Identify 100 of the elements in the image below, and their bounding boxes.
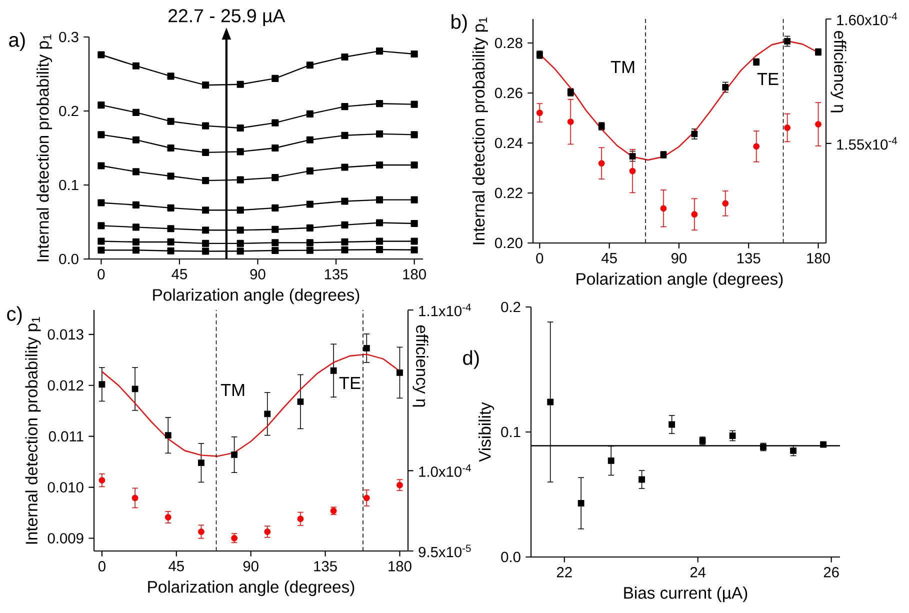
y-tick-label: 0.1 — [501, 426, 520, 438]
x-tick-label: 0 — [98, 561, 106, 572]
text: a) — [9, 32, 25, 51]
y2-tick-label: 1.55x10$^{-4}$ — [837, 137, 898, 150]
point — [536, 110, 543, 116]
point — [202, 82, 210, 89]
point — [363, 344, 370, 352]
y-axis-title: Internal detection probability p$_{1}$ — [472, 17, 488, 244]
y-tick-label: 0.010 — [48, 482, 84, 492]
point — [815, 121, 822, 128]
point — [753, 143, 760, 150]
x-tick-label: 45 — [172, 269, 187, 280]
point — [272, 204, 279, 212]
point — [272, 144, 279, 152]
point — [272, 246, 279, 254]
point — [272, 174, 279, 182]
point — [396, 482, 403, 488]
point — [98, 102, 105, 109]
x-axis-title: Polarization angle (degrees) — [148, 580, 354, 596]
y-tick-label: 0.0 — [59, 254, 78, 264]
y2-tick-label: 1.1x10$^{-4}$ — [419, 304, 471, 316]
point — [729, 432, 736, 439]
point — [231, 534, 238, 542]
point — [341, 103, 348, 110]
point — [341, 53, 348, 61]
y-tick-label: 0.011 — [48, 431, 84, 442]
point — [167, 247, 174, 254]
ref-line-label: 22.7 - 25.9 µA — [168, 9, 286, 26]
point — [98, 238, 105, 245]
x-tick-label: 135 — [324, 269, 348, 280]
y-axis-title: Internal detection probability p$_{1}$ — [25, 316, 41, 544]
point — [410, 100, 418, 108]
point — [164, 514, 172, 520]
point — [547, 398, 554, 406]
y2-axis-title: efficiency η — [830, 30, 846, 112]
point — [341, 221, 348, 228]
point — [202, 148, 210, 156]
y-axis-title: Internal detection probability p$_{1}$ — [36, 34, 52, 262]
y-tick-label: 0.28 — [494, 38, 522, 48]
y-tick-label: 0.012 — [48, 380, 84, 391]
text: d) — [463, 350, 479, 369]
x-tick-label: 90 — [250, 269, 266, 280]
point — [297, 398, 304, 405]
point — [98, 381, 106, 388]
y-tick-label: 0.3 — [59, 32, 78, 42]
point — [236, 248, 244, 255]
point — [98, 222, 105, 230]
point — [376, 219, 384, 226]
x-tick-label: 90 — [671, 253, 687, 264]
x-tick-label: 45 — [601, 253, 617, 264]
point — [264, 528, 271, 535]
point — [376, 238, 384, 245]
point — [236, 124, 244, 132]
y-tick-label: 0.1 — [59, 180, 78, 190]
point — [722, 200, 729, 207]
point — [376, 48, 384, 55]
point — [132, 168, 140, 176]
point — [202, 122, 210, 130]
point — [306, 239, 314, 246]
point — [132, 494, 138, 502]
point — [410, 50, 418, 58]
point — [376, 100, 384, 108]
point — [272, 226, 279, 233]
point — [132, 224, 140, 231]
point — [98, 51, 105, 58]
point — [164, 432, 172, 439]
point — [132, 62, 140, 70]
y-tick-label: 0.26 — [494, 88, 522, 98]
point — [629, 153, 636, 160]
point — [578, 500, 584, 506]
y-tick-label: 0.009 — [48, 533, 84, 544]
x-tick-label: 24 — [690, 567, 706, 578]
y-tick-label: 0.2 — [59, 106, 78, 116]
point — [98, 246, 105, 254]
point — [567, 118, 574, 125]
point — [790, 448, 796, 454]
point — [272, 239, 279, 246]
point — [167, 118, 174, 125]
point — [608, 458, 614, 464]
point — [784, 38, 791, 44]
point — [410, 196, 418, 204]
text: b) — [452, 14, 467, 33]
point — [341, 132, 348, 139]
point — [132, 238, 140, 246]
point — [396, 369, 403, 376]
point — [306, 224, 314, 232]
point — [202, 177, 210, 184]
point — [376, 161, 384, 169]
point — [264, 410, 271, 418]
point — [236, 80, 244, 88]
point — [668, 421, 676, 428]
point — [167, 204, 174, 212]
point — [198, 528, 204, 535]
point — [132, 108, 140, 116]
y2-tick-label: 9.5x10$^{-5}$ — [418, 544, 471, 558]
x-tick-label: 22 — [556, 567, 572, 578]
point — [629, 168, 636, 174]
y-tick-label: 0.013 — [48, 329, 84, 340]
x-tick-label: 26 — [824, 567, 839, 578]
y-tick-label: 0.0 — [501, 552, 520, 562]
